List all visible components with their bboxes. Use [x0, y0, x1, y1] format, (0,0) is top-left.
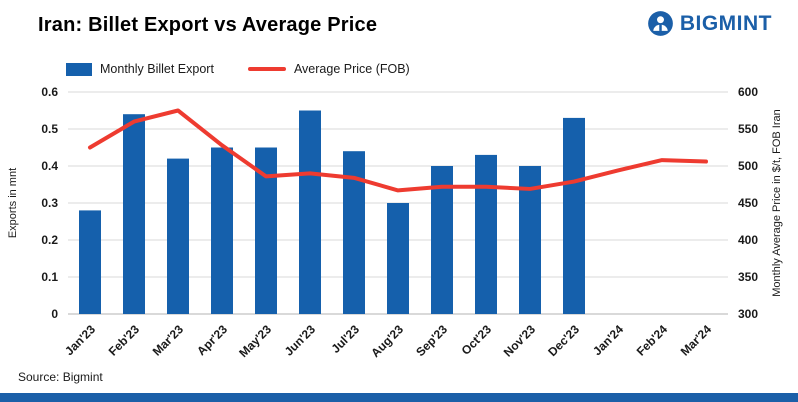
- legend-item-export: Monthly Billet Export: [66, 62, 214, 76]
- svg-text:Nov'23: Nov'23: [501, 322, 539, 360]
- legend-line-label: Average Price (FOB): [293, 62, 410, 76]
- brand-logo: BIGMINT: [647, 10, 772, 37]
- svg-text:Aug'23: Aug'23: [368, 322, 406, 360]
- svg-text:Mar'23: Mar'23: [150, 322, 187, 359]
- svg-text:450: 450: [738, 196, 758, 210]
- svg-text:0.3: 0.3: [41, 196, 58, 210]
- svg-text:Jul'23: Jul'23: [329, 322, 363, 356]
- svg-text:500: 500: [738, 159, 758, 173]
- svg-text:Dec'23: Dec'23: [545, 322, 582, 359]
- svg-text:Apr'23: Apr'23: [194, 322, 230, 358]
- svg-text:Monthly Average Price in $/t,: Monthly Average Price in $/t, FOB Iran: [771, 109, 783, 297]
- svg-text:Oct'23: Oct'23: [459, 322, 495, 358]
- svg-text:0.5: 0.5: [41, 122, 58, 136]
- svg-text:0.6: 0.6: [41, 85, 58, 99]
- svg-text:Exports in mnt: Exports in mnt: [7, 168, 19, 238]
- svg-text:400: 400: [738, 233, 758, 247]
- svg-text:0.1: 0.1: [41, 270, 58, 284]
- svg-text:Feb'24: Feb'24: [634, 322, 671, 359]
- svg-text:Mar'24: Mar'24: [678, 322, 715, 359]
- page-title: Iran: Billet Export vs Average Price: [38, 14, 378, 36]
- svg-text:Jun'23: Jun'23: [282, 322, 319, 359]
- chart-svg: 0 0.1 0.2 0.3 0.4 0.5 0.6 300 350 400 450 500 550 600…: [7, 85, 783, 360]
- footer-strip: [0, 393, 798, 402]
- svg-text:Jan'24: Jan'24: [590, 322, 626, 358]
- brand-name: BIGMINT: [679, 11, 772, 35]
- svg-text:May'23: May'23: [236, 322, 274, 360]
- svg-text:350: 350: [738, 270, 758, 284]
- source-note: Source: Bigmint: [18, 370, 103, 384]
- svg-text:Feb'23: Feb'23: [106, 322, 143, 359]
- svg-text:0.4: 0.4: [41, 159, 58, 173]
- legend-item-price: Average Price (FOB): [247, 62, 410, 76]
- svg-text:550: 550: [738, 122, 758, 136]
- svg-text:Jan'23: Jan'23: [62, 322, 98, 358]
- svg-text:Sep'23: Sep'23: [413, 322, 450, 359]
- svg-text:600: 600: [738, 85, 758, 99]
- svg-text:300: 300: [738, 307, 758, 321]
- legend-line-swatch: [247, 67, 286, 71]
- chart-area: 0 0.1 0.2 0.3 0.4 0.5 0.6 300 350 400 450 500 550 600…: [0, 82, 798, 377]
- legend-bar-label: Monthly Billet Export: [100, 62, 214, 76]
- svg-text:0.2: 0.2: [41, 233, 58, 247]
- chart-legend: Monthly Billet Export Average Price (FOB…: [66, 62, 434, 76]
- svg-text:0: 0: [51, 307, 58, 321]
- bigmint-logo-icon: [647, 10, 674, 37]
- legend-bar-swatch: [66, 62, 92, 76]
